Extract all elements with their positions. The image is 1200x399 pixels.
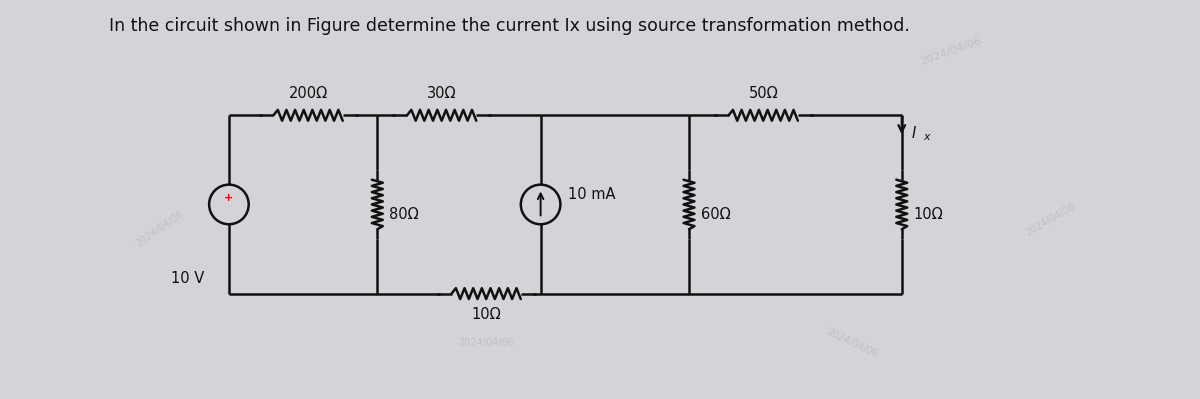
Text: 10Ω: 10Ω	[472, 308, 500, 322]
Text: 2024/04/06: 2024/04/06	[458, 338, 514, 348]
Text: 60Ω: 60Ω	[701, 207, 731, 222]
Text: x: x	[924, 132, 930, 142]
Text: 200Ω: 200Ω	[288, 87, 328, 101]
Text: In the circuit shown in Figure determine the current Ix using source transformat: In the circuit shown in Figure determine…	[109, 17, 911, 35]
Text: 80Ω: 80Ω	[389, 207, 419, 222]
Text: 50Ω: 50Ω	[749, 87, 778, 101]
Text: +: +	[224, 193, 234, 203]
Text: 2024/04/06: 2024/04/06	[919, 35, 983, 67]
Text: 10 V: 10 V	[170, 271, 204, 286]
Text: 10Ω: 10Ω	[913, 207, 943, 222]
Text: 30Ω: 30Ω	[427, 87, 456, 101]
Text: 2024/04/06: 2024/04/06	[1024, 201, 1076, 237]
Text: 2024/04/06: 2024/04/06	[824, 327, 880, 359]
Text: 2024/04/06: 2024/04/06	[134, 209, 185, 249]
Text: 10 mA: 10 mA	[569, 187, 616, 202]
Text: I: I	[912, 126, 916, 140]
